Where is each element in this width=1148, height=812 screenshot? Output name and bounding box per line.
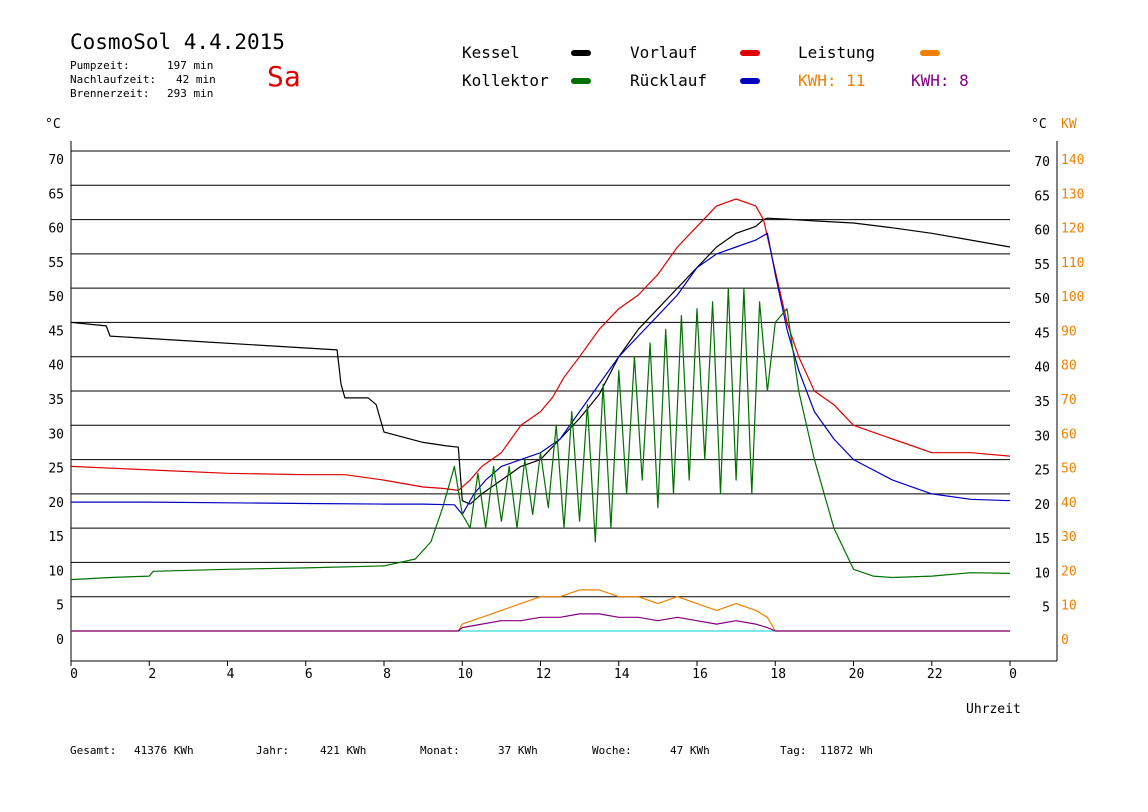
legend-kessel-label: Kessel [462, 43, 520, 62]
y-tick-right-c: 25 [1034, 464, 1050, 479]
y-tick-right-kw: 90 [1061, 324, 1077, 339]
stat-brennerzeit-label: Brennerzeit: [70, 87, 150, 100]
footer-woche-label: Woche: [592, 744, 632, 757]
y-tick-left: 55 [48, 256, 64, 271]
stat-pumpzeit-label: Pumpzeit: [70, 59, 130, 72]
x-tick-label: 8 [383, 667, 391, 682]
y-tick-left: 10 [48, 564, 64, 579]
footer-woche-value: 47 KWh [670, 744, 710, 757]
y-tick-right-kw: 140 [1061, 153, 1084, 168]
footer-tag-label: Tag: [780, 744, 807, 757]
x-tick-label: 10 [457, 667, 473, 682]
y-tick-right-kw: 130 [1061, 187, 1084, 202]
y-tick-right-c: 15 [1034, 532, 1050, 547]
x-tick-label: 20 [849, 667, 865, 682]
y-tick-right-kw: 120 [1061, 222, 1084, 237]
y-tick-right-kw: 70 [1061, 393, 1077, 408]
legend-leistung-swatch [920, 50, 940, 56]
y-tick-right-kw: 0 [1061, 633, 1069, 648]
x-tick-label: 16 [692, 667, 708, 682]
series-line-leistung [71, 589, 1010, 632]
stat-nachlaufzeit-label: Nachlaufzeit: [70, 73, 157, 86]
footer-jahr-value: 421 KWh [320, 744, 367, 757]
footer-monat-label: Monat: [420, 744, 460, 757]
y-tick-right-c: 40 [1034, 361, 1050, 376]
x-tick-label: 6 [305, 667, 313, 682]
chart-title: CosmoSol 4.4.2015 [70, 30, 285, 54]
legend-kollektor-label: Kollektor [462, 71, 549, 90]
x-tick-label: 0 [70, 667, 78, 682]
y-tick-left: 45 [48, 324, 64, 339]
y-tick-right-kw: 110 [1061, 256, 1084, 271]
stat-pumpzeit-value: 197 min [167, 59, 214, 72]
y-tick-right-kw: 10 [1061, 599, 1077, 614]
series-line-kessel [70, 217, 1011, 505]
y-tick-left: 50 [48, 290, 64, 305]
series-line-vorlauf [70, 198, 1011, 491]
footer-gesamt-value: 41376 KWh [134, 744, 194, 757]
x-tick-label: 22 [927, 667, 943, 682]
footer-monat-value: 37 KWh [498, 744, 538, 757]
right-axis-unit-c: °C [1031, 117, 1047, 132]
y-tick-right-c: 35 [1034, 395, 1050, 410]
y-tick-right-c: 5 [1042, 601, 1050, 616]
y-tick-right-c: 70 [1034, 155, 1050, 170]
y-tick-left: 60 [48, 222, 64, 237]
footer-jahr-label: Jahr: [256, 744, 290, 757]
y-tick-left: 35 [48, 393, 64, 408]
y-tick-right-c: 55 [1034, 258, 1050, 273]
legend-vorlauf-label: Vorlauf [630, 43, 698, 62]
stat-brennerzeit-value: 293 min [167, 87, 214, 100]
x-tick-label: 2 [148, 667, 156, 682]
y-tick-right-c: 30 [1034, 429, 1050, 444]
y-tick-right-c: 45 [1034, 326, 1050, 341]
y-tick-right-kw: 80 [1061, 359, 1077, 374]
y-tick-right-c: 65 [1034, 189, 1050, 204]
y-tick-left: 5 [56, 599, 64, 614]
y-tick-right-c: 20 [1034, 498, 1050, 513]
footer-tag-value: 11872 Wh [820, 744, 873, 757]
legend-kwh-orange: KWH: 11 [798, 71, 866, 90]
stat-nachlaufzeit-value: 42 min [176, 73, 216, 86]
x-tick-label: 14 [614, 667, 630, 682]
y-tick-left: 40 [48, 359, 64, 374]
y-tick-right-kw: 50 [1061, 462, 1077, 477]
x-tick-label: 18 [770, 667, 786, 682]
x-axis-label: Uhrzeit [966, 702, 1021, 717]
y-tick-left: 0 [56, 633, 64, 648]
x-tick-label: 12 [536, 667, 552, 682]
y-tick-left: 15 [48, 530, 64, 545]
y-tick-right-kw: 30 [1061, 530, 1077, 545]
legend-kwh-purple: KWH: 8 [911, 71, 969, 90]
legend-vorlauf-swatch [740, 50, 760, 56]
y-tick-left: 70 [48, 153, 64, 168]
x-tick-label: 0 [1009, 667, 1017, 682]
y-tick-right-c: 50 [1034, 292, 1050, 307]
legend-leistung-label: Leistung [798, 43, 876, 62]
y-tick-left: 25 [48, 462, 64, 477]
left-axis-unit: °C [45, 117, 61, 132]
legend-ruecklauf-swatch [740, 78, 760, 84]
y-tick-right-c: 60 [1034, 224, 1050, 239]
legend-kollektor-swatch [571, 78, 591, 84]
series-line-kwh [71, 613, 1010, 632]
y-tick-left: 30 [48, 427, 64, 442]
x-tick-label: 4 [227, 667, 235, 682]
y-tick-right-kw: 60 [1061, 427, 1077, 442]
y-tick-right-c: 10 [1034, 566, 1050, 581]
legend-ruecklauf-label: Rücklauf [630, 71, 708, 90]
day-label: Sa [267, 60, 301, 93]
y-tick-left: 20 [48, 496, 64, 511]
y-tick-right-kw: 20 [1061, 564, 1077, 579]
right-axis-unit-kw: KW [1061, 117, 1077, 132]
legend-kessel-swatch [571, 50, 591, 56]
y-tick-right-kw: 40 [1061, 496, 1077, 511]
y-tick-left: 65 [48, 187, 64, 202]
footer-gesamt-label: Gesamt: [70, 744, 117, 757]
series-line-kollektor [70, 287, 1011, 581]
y-tick-right-kw: 100 [1061, 290, 1084, 305]
